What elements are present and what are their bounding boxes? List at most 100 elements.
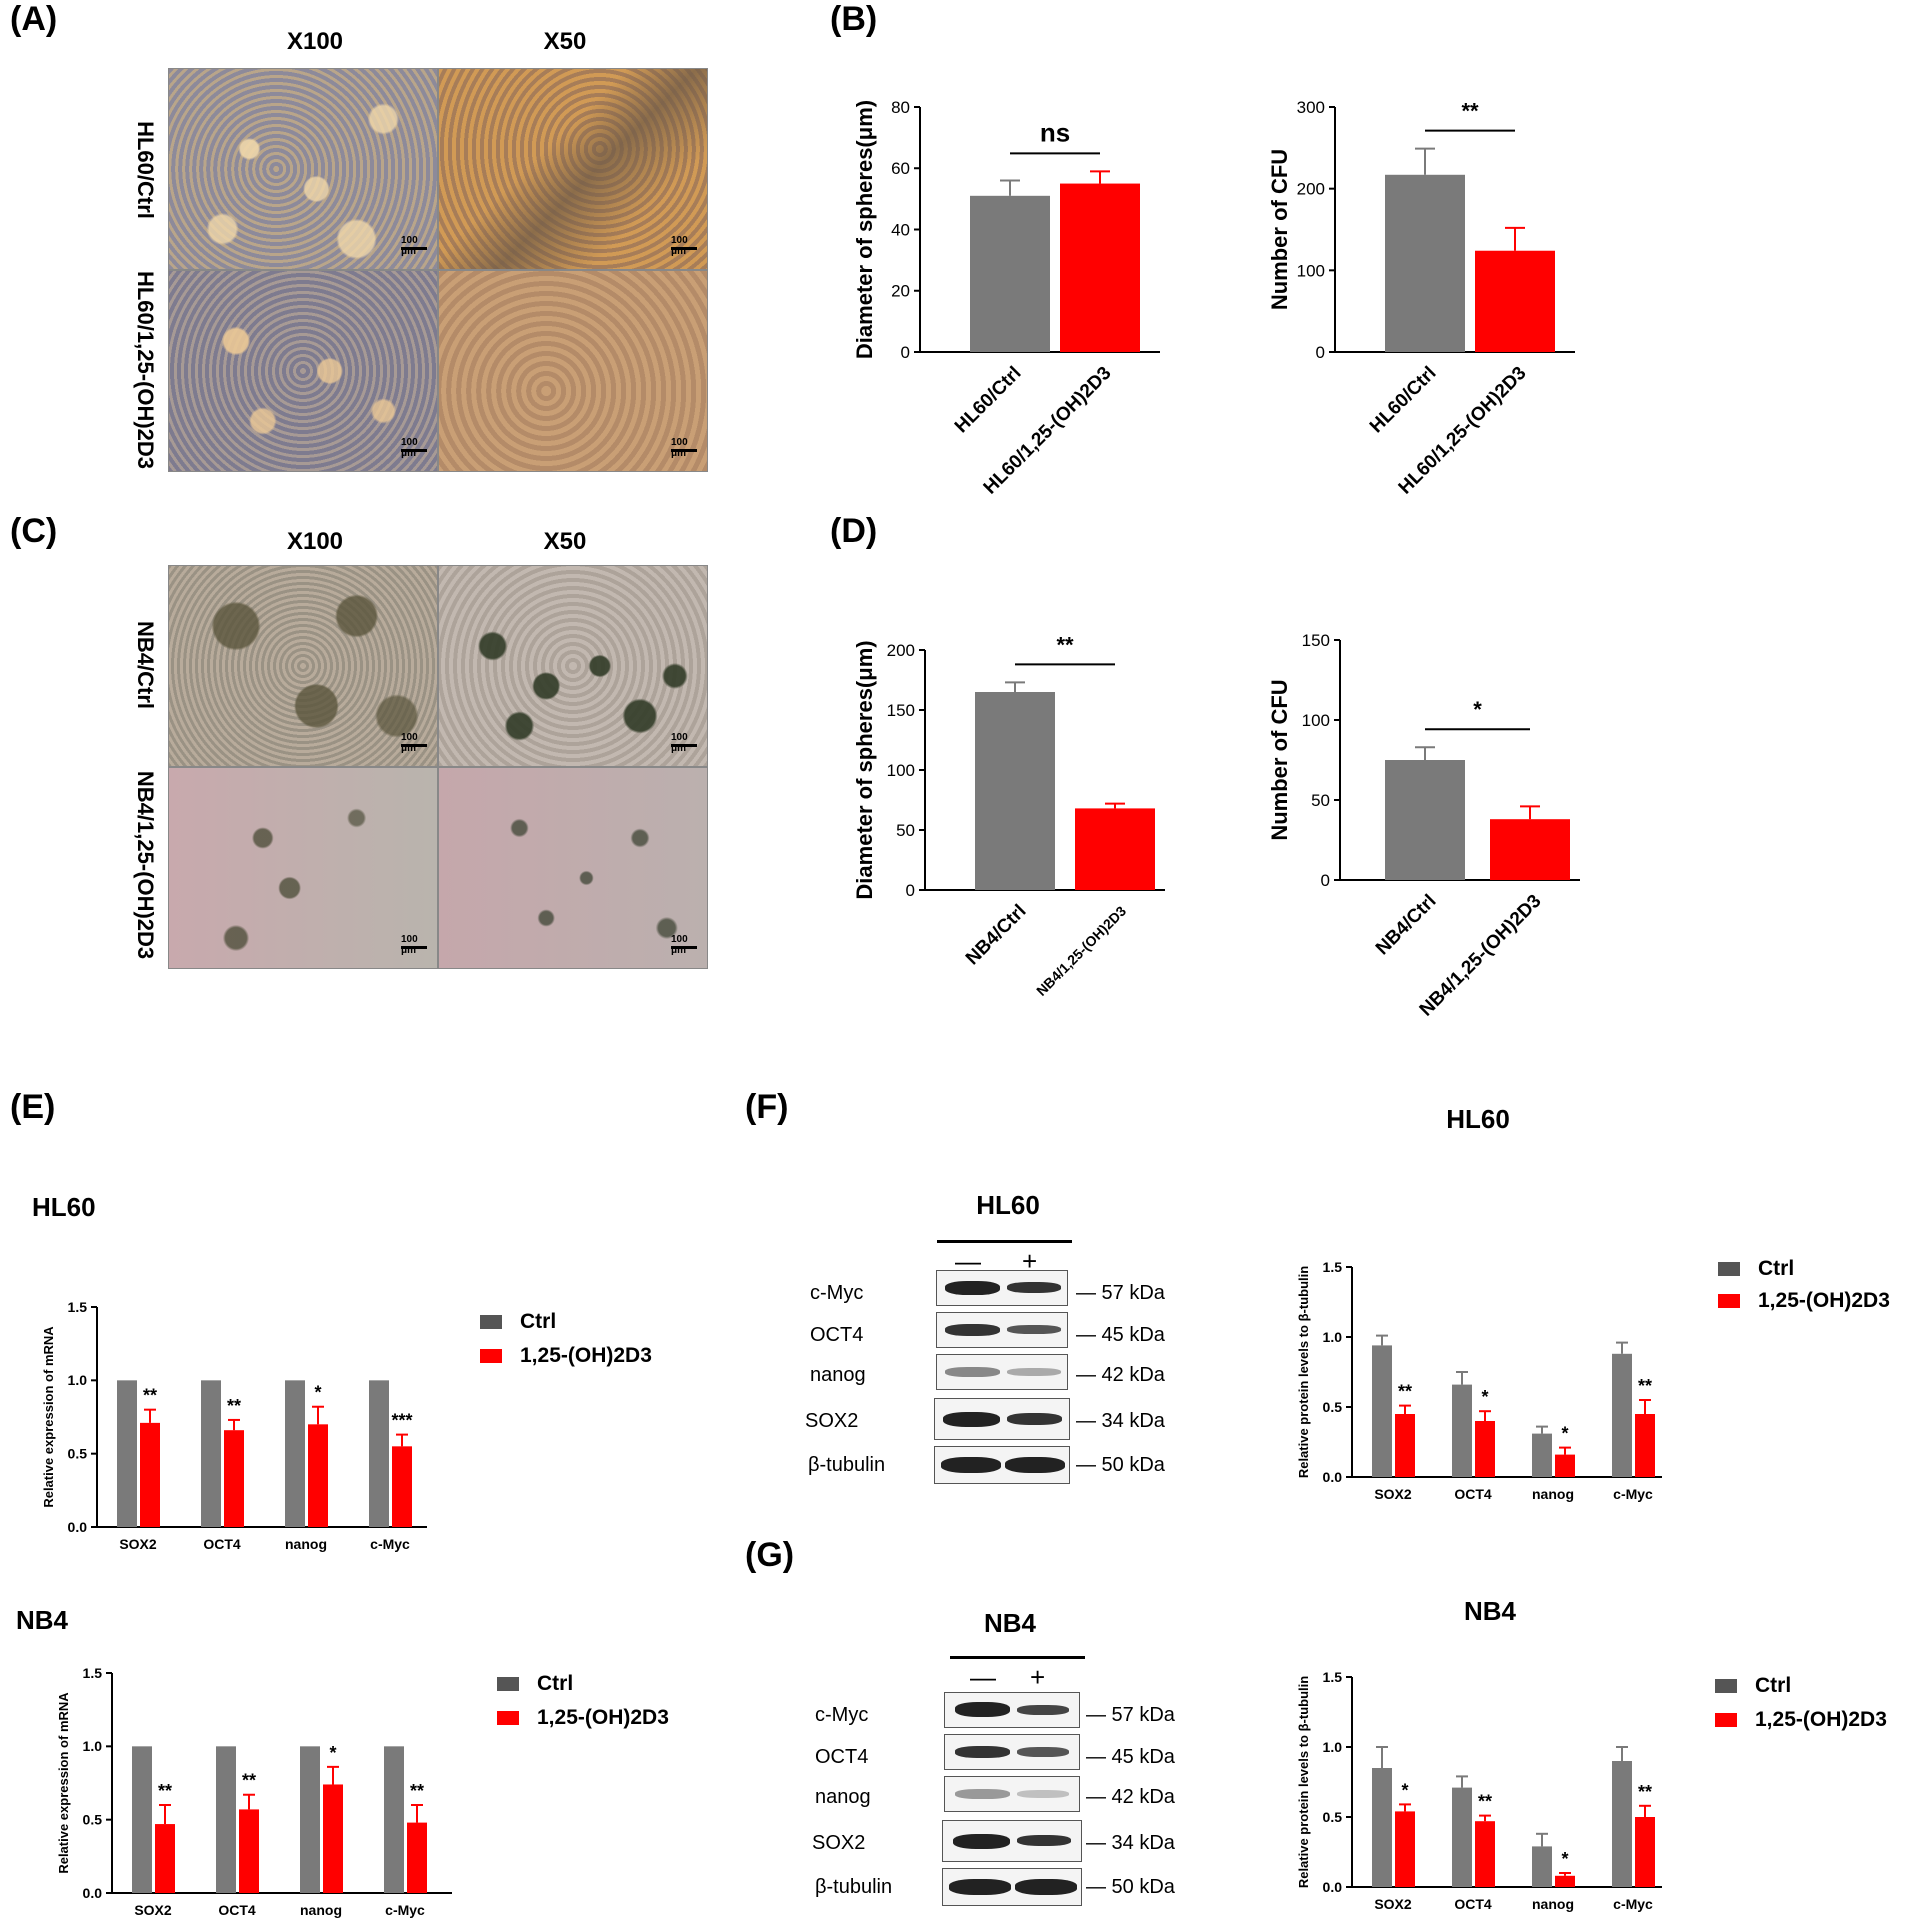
blot-mw-oct4: — 45 kDa — [1076, 1324, 1165, 1346]
micrograph-nb4-treat-x100: 100 μm — [168, 767, 438, 969]
y-tick-label: 0.5 — [83, 1812, 103, 1828]
panel-e-nb4-title: NB4 — [16, 1605, 69, 1635]
y-tick-label: 1.0 — [68, 1372, 88, 1388]
y-tick-label: 80 — [891, 98, 910, 117]
legend-swatch-ctrl — [1715, 1679, 1737, 1693]
chart-hl60-protein: 0.0 0.5 1.0 1.5 Relative protein levels to β… — [1296, 1259, 1662, 1502]
bar — [1555, 1875, 1575, 1887]
blot-band — [941, 1457, 1001, 1473]
blot-title-underline — [937, 1240, 1072, 1243]
y-axis-label: Relative expression of mRNA — [56, 1692, 71, 1874]
bar — [1635, 1817, 1655, 1887]
bar — [1532, 1433, 1552, 1477]
blot-label-tubulin: β-tubulin — [808, 1454, 886, 1476]
y-tick-label: 1.5 — [68, 1299, 88, 1315]
panel-f-chart-title: HL60 — [1446, 1104, 1510, 1134]
blot-band — [1007, 1282, 1061, 1293]
blot-label-nanog: nanog — [810, 1364, 866, 1386]
y-tick-label: 20 — [891, 282, 910, 301]
scale-bar: 100 μm — [401, 235, 427, 257]
y-tick-label: 0 — [906, 881, 915, 900]
bar — [1395, 1811, 1415, 1887]
y-axis-label: Number of CFU — [1267, 149, 1292, 310]
bar — [155, 1824, 175, 1893]
blot-mw-nanog: — 42 kDa — [1076, 1364, 1165, 1386]
blot-band — [1007, 1413, 1062, 1425]
y-tick-label: 0.0 — [1323, 1469, 1343, 1485]
panel-label-b: (B) — [830, 0, 878, 38]
blot-label-oct4: OCT4 — [810, 1324, 864, 1346]
x-tick-label: NB4/Ctrl — [962, 901, 1031, 970]
legend-treat: 1,25-(OH)2D3 — [1718, 1289, 1890, 1313]
legend-swatch-ctrl — [497, 1677, 519, 1691]
x-tick-label: OCT4 — [218, 1902, 256, 1918]
bar — [1635, 1414, 1655, 1477]
y-tick-label: 0.5 — [1323, 1399, 1343, 1415]
panel-c-col1-label: X100 — [286, 528, 344, 555]
significance-label: ** — [158, 1781, 172, 1801]
legend-label: 1,25-(OH)2D3 — [537, 1706, 669, 1729]
blot-mw-cmyc: — 57 kDa — [1076, 1282, 1165, 1304]
legend-swatch-treat — [480, 1349, 502, 1363]
y-axis-label: Diameter of spheres(μm) — [852, 100, 877, 359]
x-tick-label: SOX2 — [1374, 1896, 1412, 1912]
blot-mw-tubulin: — 50 kDa — [1076, 1454, 1165, 1476]
significance-label: ** — [1638, 1782, 1652, 1802]
significance-label: ** — [1056, 632, 1074, 657]
y-tick-label: 50 — [896, 821, 915, 840]
bar — [407, 1822, 427, 1893]
y-tick-label: 60 — [891, 159, 910, 178]
y-axis-label: Number of CFU — [1267, 679, 1292, 840]
legend-ctrl: Ctrl — [480, 1310, 556, 1334]
chart-nb4-mrna: 0.0 0.5 1.0 1.5 Relative expression of mRNA *… — [56, 1665, 452, 1918]
bar — [285, 1380, 305, 1527]
bar — [369, 1380, 389, 1527]
legend-label: Ctrl — [1755, 1674, 1792, 1697]
significance-label: ** — [227, 1396, 241, 1416]
x-tick-label: c-Myc — [1613, 1486, 1653, 1502]
blot-strip-oct4 — [944, 1734, 1080, 1770]
y-tick-label: 1.5 — [83, 1665, 103, 1681]
y-tick-label: 200 — [887, 641, 915, 660]
blot-label-tubulin: β-tubulin — [815, 1876, 893, 1898]
y-tick-label: 0 — [1316, 343, 1325, 362]
blot-band — [949, 1879, 1011, 1895]
significance-label: ** — [1461, 99, 1479, 124]
significance-label: ** — [1398, 1382, 1412, 1402]
bar — [1372, 1345, 1392, 1477]
bar — [1452, 1787, 1472, 1887]
y-tick-label: 200 — [1297, 180, 1325, 199]
x-tick-label: SOX2 — [1374, 1486, 1412, 1502]
x-tick-label: nanog — [300, 1902, 342, 1918]
y-axis-label: Relative expression of mRNA — [41, 1326, 56, 1508]
legend-label: Ctrl — [537, 1672, 574, 1695]
blot-minus-lane: — — [970, 1662, 996, 1692]
bar — [384, 1746, 404, 1893]
panel-f-blot-title: HL60 — [976, 1190, 1040, 1220]
panel-a-col2-label: X50 — [543, 28, 587, 55]
y-tick-label: 1.0 — [1323, 1739, 1343, 1755]
blot-mw-nanog: — 42 kDa — [1086, 1786, 1175, 1808]
blot-band — [955, 1702, 1010, 1717]
y-tick-label: 0.0 — [1323, 1879, 1343, 1895]
blot-band — [1017, 1747, 1069, 1757]
blot-strip-cmyc — [936, 1270, 1068, 1306]
significance-label: ** — [410, 1781, 424, 1801]
blot-band — [945, 1367, 1000, 1377]
bar — [132, 1746, 152, 1893]
significance-label: * — [1561, 1849, 1568, 1869]
x-tick-label: OCT4 — [1454, 1486, 1492, 1502]
panel-c-row2-label: NB4/1,25-(OH)2D3 — [133, 770, 158, 960]
blot-band — [1017, 1705, 1069, 1715]
bar — [1475, 1421, 1495, 1477]
x-tick-label: c-Myc — [370, 1536, 410, 1552]
legend-swatch-treat — [497, 1711, 519, 1725]
significance-label: *** — [391, 1411, 412, 1431]
legend-label: 1,25-(OH)2D3 — [520, 1344, 652, 1367]
panel-a-col1-label: X100 — [286, 28, 344, 55]
y-tick-label: 0.5 — [1323, 1809, 1343, 1825]
x-tick-label: SOX2 — [119, 1536, 157, 1552]
blot-mw-tubulin: — 50 kDa — [1086, 1876, 1175, 1898]
significance-label: ** — [1478, 1792, 1492, 1812]
blot-strip-nanog — [944, 1776, 1080, 1812]
